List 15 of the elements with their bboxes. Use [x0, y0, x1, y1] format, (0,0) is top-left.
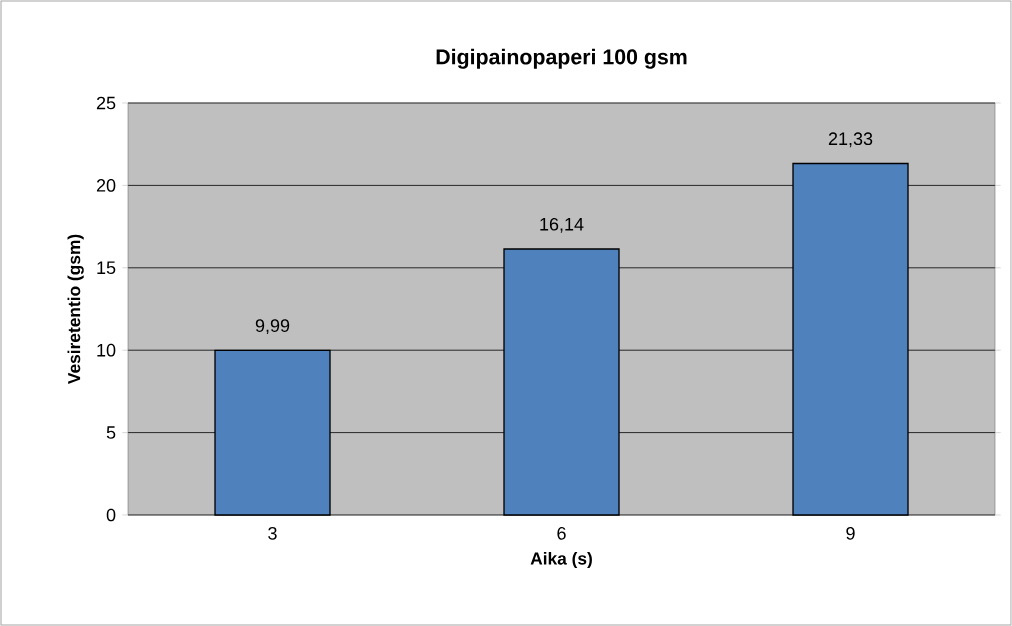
y-tick-label: 10: [97, 343, 116, 357]
y-tick-label: 15: [97, 261, 116, 275]
data-label: 16,14: [540, 217, 584, 233]
data-label: 21,33: [828, 132, 873, 148]
chart-title: Digipainopaperi 100 gsm: [436, 48, 687, 69]
y-axis-title: Vesiretentio (gsm): [67, 234, 84, 385]
x-tick-label: 3: [268, 526, 277, 540]
y-tick-label: 25: [96, 96, 116, 110]
x-tick-label: 6: [557, 526, 566, 540]
y-tick-label: 0: [106, 508, 116, 522]
x-axis-title: Aika (s): [530, 551, 592, 569]
y-tick-label: 5: [106, 426, 116, 439]
x-tick-label: 9: [846, 526, 855, 540]
y-tick-label: 20: [96, 179, 116, 192]
data-label: 9,99: [255, 319, 290, 335]
